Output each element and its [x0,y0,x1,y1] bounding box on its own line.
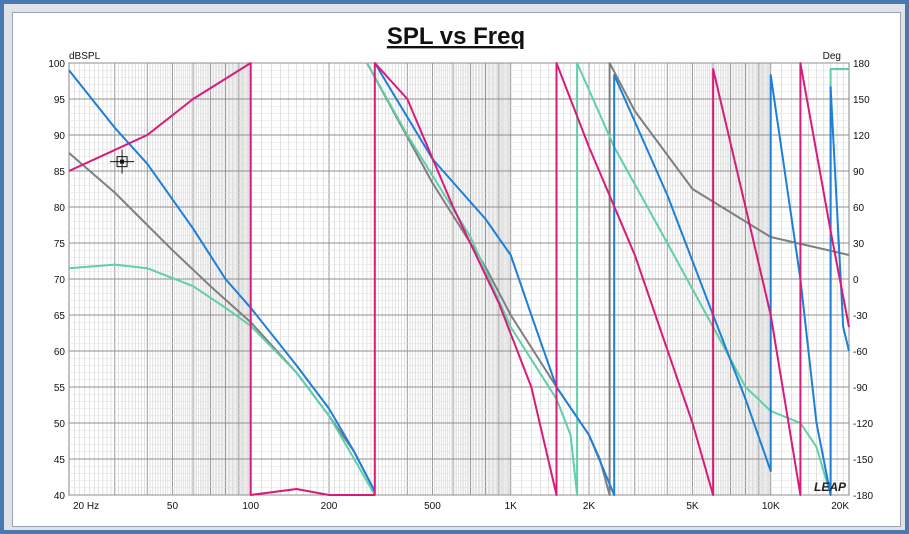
grid-lines [68,62,850,496]
y-right-tick-label: 180 [853,59,870,70]
tick-labels: 20 Hz 50 100 200 500 1K 2K 5K 10K 20K100959085807… [48,59,873,512]
x-tick-label: 200 [321,501,338,512]
y-right-tick-label: 120 [853,131,870,142]
y-left-tick-label: 90 [54,131,66,142]
x-tick-label: 50 [167,501,179,512]
series-line-7 [68,62,850,496]
y-left-tick-label: 70 [54,275,66,286]
spl-chart: SPL vs Freq dBSPL Deg 20 Hz 50 100 200 500 1K… [48,23,873,512]
y-right-tick-label: -120 [853,419,873,430]
y-left-tick-label: 65 [54,311,66,322]
y-left-tick-label: 45 [54,455,66,466]
y-left-tick-label: 100 [48,59,65,70]
series-line-5 [366,62,849,496]
right-axis-label: Deg [823,51,841,62]
y-right-tick-label: -90 [853,383,868,394]
y-right-tick-label: -150 [853,455,873,466]
x-tick-label: 100 [242,501,259,512]
x-tick-label: 5K [686,501,699,512]
y-left-tick-label: 55 [54,383,66,394]
y-left-tick-label: 40 [54,491,66,502]
x-tick-label: 2K [583,501,596,512]
y-left-tick-label: 85 [54,167,66,178]
series-line-2 [68,263,376,496]
chart-title: SPL vs Freq [387,23,525,50]
y-right-tick-label: 30 [853,239,865,250]
y-right-tick-label: 90 [853,167,865,178]
y-left-tick-label: 95 [54,95,66,106]
x-tick-label: 10K [762,501,780,512]
series-line-6 [373,62,850,496]
chart-panel: SPL vs Freq dBSPL Deg 20 Hz 50 100 200 500 1K… [12,12,901,527]
series-lines [68,62,850,496]
y-left-tick-label: 50 [54,419,66,430]
x-tick-label: 1K [505,501,518,512]
series-line-3 [68,69,376,492]
x-tick-label: 20K [831,501,849,512]
cursor-marker[interactable] [110,149,135,174]
y-left-tick-label: 75 [54,239,66,250]
y-right-tick-label: 0 [853,275,859,286]
y-right-tick-label: -180 [853,491,873,502]
cursor-dot [120,159,125,164]
x-tick-label: 500 [424,501,441,512]
y-left-tick-label: 80 [54,203,66,214]
x-tick-label: 20 Hz [73,501,99,512]
y-right-tick-label: -60 [853,347,868,358]
y-right-tick-label: 60 [853,203,865,214]
left-axis-label: dBSPL [69,51,101,62]
y-right-tick-label: 150 [853,95,870,106]
cursor-box [116,156,128,168]
leap-watermark: LEAP [814,480,847,494]
y-left-tick-label: 60 [54,347,66,358]
y-right-tick-label: -30 [853,311,868,322]
